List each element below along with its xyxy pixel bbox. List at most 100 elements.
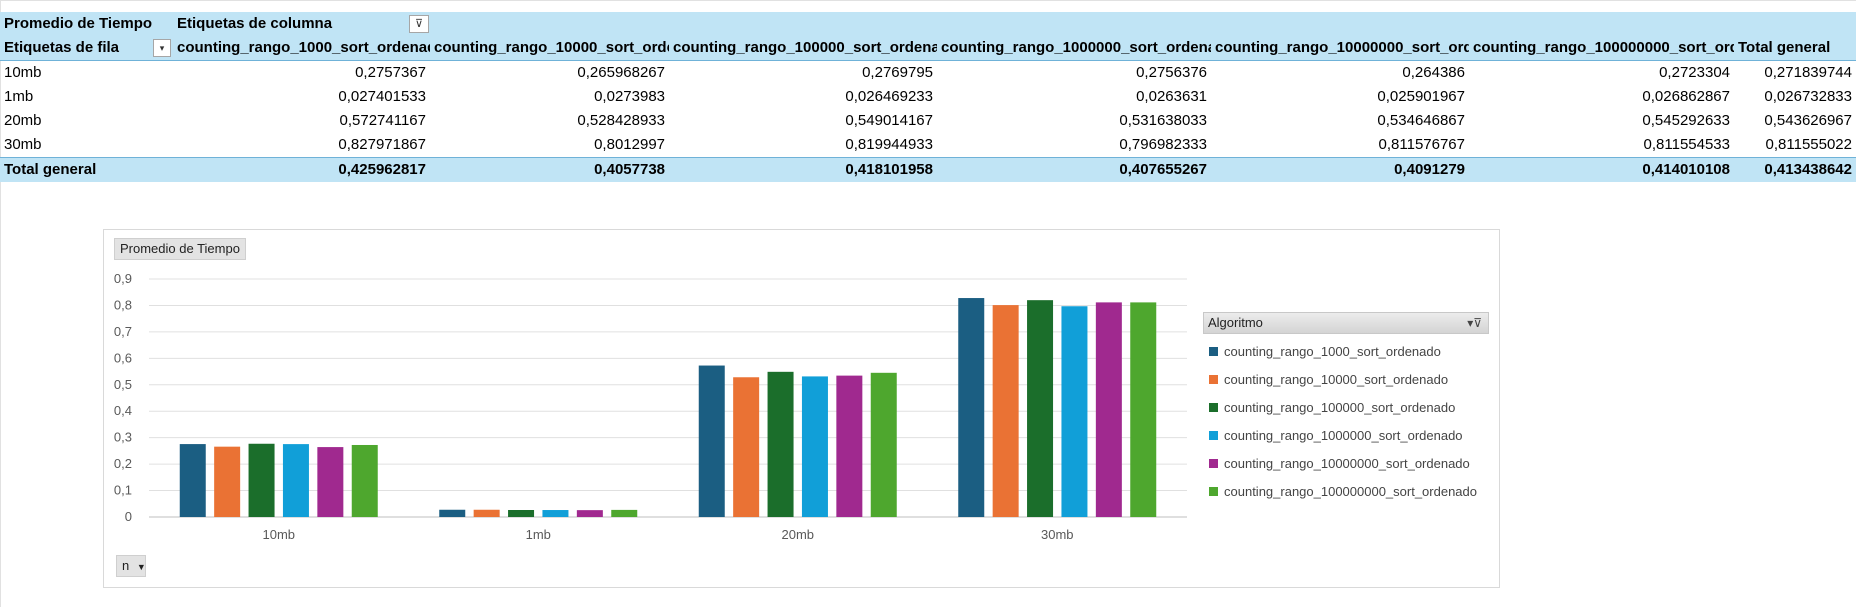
- bar[interactable]: [576, 510, 603, 517]
- row-labels-header: Etiquetas de fila: [4, 39, 120, 56]
- total-value-cell: 0,418101958: [845, 161, 933, 178]
- row-label: 10mb: [4, 64, 42, 81]
- value-cell: 0,0273983: [594, 88, 665, 105]
- legend-title[interactable]: Algoritmo ▾⊽: [1203, 312, 1489, 334]
- row-label: 1mb: [4, 88, 34, 105]
- value-cell: 0,2723304: [1659, 64, 1730, 81]
- value-cell: 0,827971867: [338, 136, 426, 153]
- column-header: counting_rango_100000_sort_ordenado: [673, 39, 937, 56]
- column-header: counting_rango_1000000_sort_ordenado: [941, 39, 1211, 56]
- bar[interactable]: [801, 376, 828, 517]
- legend-item[interactable]: counting_rango_10000_sort_ordenado: [1209, 370, 1448, 390]
- legend-item[interactable]: counting_rango_100000000_sort_ordenado: [1209, 482, 1477, 502]
- bar[interactable]: [439, 509, 466, 517]
- y-tick-label: 0,2: [114, 456, 132, 471]
- total-row-label: Total general: [4, 161, 97, 178]
- bar[interactable]: [248, 443, 275, 517]
- bar[interactable]: [992, 305, 1019, 517]
- bar[interactable]: [1027, 300, 1054, 517]
- x-tick-label: 30mb: [1041, 527, 1074, 542]
- total-value-cell: 0,4057738: [594, 161, 665, 178]
- bar[interactable]: [317, 447, 344, 517]
- pivot-row: 10mb 0,2757367 0,265968267 0,2769795 0,27563…: [0, 61, 1856, 85]
- value-cell: 0,0263631: [1136, 88, 1207, 105]
- total-value-cell: 0,407655267: [1119, 161, 1207, 178]
- value-cell: 0,026732833: [1764, 88, 1852, 105]
- value-cell: 0,528428933: [577, 112, 665, 129]
- bar[interactable]: [733, 377, 760, 517]
- value-cell: 0,572741167: [339, 112, 426, 129]
- legend-item[interactable]: counting_rango_1000_sort_ordenado: [1209, 342, 1441, 362]
- value-cell: 0,534646867: [1377, 112, 1465, 129]
- y-tick-label: 0,8: [114, 297, 132, 312]
- y-tick-label: 0,5: [114, 377, 132, 392]
- y-tick-label: 0,4: [114, 403, 132, 418]
- value-cell: 0,264386: [1402, 64, 1465, 81]
- axis-field-dropdown-icon: ▼: [136, 562, 146, 572]
- legend-label: counting_rango_1000_sort_ordenado: [1224, 344, 1441, 359]
- bar[interactable]: [179, 444, 206, 517]
- row-label: 30mb: [4, 136, 42, 153]
- y-tick-label: 0,3: [114, 430, 132, 445]
- value-field-button[interactable]: Promedio de Tiempo: [114, 238, 246, 260]
- bar[interactable]: [958, 298, 985, 517]
- value-cell: 0,531638033: [1119, 112, 1207, 129]
- pivot-header-row-1: Promedio de Tiempo Etiquetas de columna …: [0, 12, 1856, 36]
- value-cell: 0,2756376: [1136, 64, 1207, 81]
- x-tick-label: 1mb: [526, 527, 551, 542]
- column-filter-icon[interactable]: ⊽: [409, 15, 429, 33]
- y-tick-label: 0,9: [114, 271, 132, 286]
- y-tick-label: 0,6: [114, 350, 132, 365]
- bar[interactable]: [473, 509, 500, 517]
- column-header: counting_rango_1000_sort_ordenado: [177, 39, 430, 56]
- pivot-chart[interactable]: Promedio de Tiempo 0 0,1 0,2 0,3 0,4 0,5 0,6 0,…: [103, 229, 1500, 588]
- bar[interactable]: [1061, 306, 1088, 517]
- bar[interactable]: [508, 510, 535, 517]
- legend-item[interactable]: counting_rango_10000000_sort_ordenado: [1209, 454, 1470, 474]
- bar[interactable]: [351, 444, 378, 517]
- x-tick-label: 10mb: [262, 527, 295, 542]
- total-value-cell: 0,425962817: [338, 161, 426, 178]
- pivot-header-row-2: Etiquetas de fila ▾ counting_rango_1000_…: [0, 36, 1856, 61]
- bar[interactable]: [870, 372, 897, 517]
- pivot-corner-label: Promedio de Tiempo: [4, 15, 153, 32]
- value-cell: 0,549014167: [845, 112, 933, 129]
- column-header: counting_rango_10000000_sort_ordenado: [1215, 39, 1469, 56]
- legend-item[interactable]: counting_rango_100000_sort_ordenado: [1209, 398, 1455, 418]
- value-cell: 0,796982333: [1119, 136, 1207, 153]
- value-cell: 0,811555022: [1765, 136, 1852, 153]
- value-cell: 0,026469233: [845, 88, 933, 105]
- bar[interactable]: [836, 375, 863, 517]
- value-cell: 0,811576767: [1378, 136, 1465, 153]
- legend-title-label: Algoritmo: [1208, 315, 1263, 330]
- bar[interactable]: [1095, 302, 1122, 517]
- column-labels-header: Etiquetas de columna: [177, 15, 333, 32]
- legend-label: counting_rango_100000000_sort_ordenado: [1224, 484, 1477, 499]
- value-cell: 0,543626967: [1764, 112, 1852, 129]
- pivot-row: 30mb 0,827971867 0,8012997 0,819944933 0,796…: [0, 133, 1856, 157]
- bar[interactable]: [698, 365, 725, 517]
- legend-filter-icon[interactable]: ▾⊽: [1467, 316, 1482, 330]
- chart-plot-area: 0 0,1 0,2 0,3 0,4 0,5 0,6 0,7 0,8 0,9 10mb 1mb 20mb 3…: [114, 271, 1187, 542]
- axis-field-button[interactable]: n ▼: [116, 555, 146, 577]
- bar[interactable]: [214, 446, 241, 517]
- bar[interactable]: [611, 509, 638, 517]
- value-cell: 0,545292633: [1642, 112, 1730, 129]
- value-cell: 0,026862867: [1642, 88, 1730, 105]
- legend-label: counting_rango_100000_sort_ordenado: [1224, 400, 1456, 415]
- legend-item[interactable]: counting_rango_1000000_sort_ordenado: [1209, 426, 1463, 446]
- legend-label: counting_rango_10000000_sort_ordenado: [1224, 456, 1470, 471]
- value-cell: 0,027401533: [338, 88, 426, 105]
- legend-label: counting_rango_1000000_sort_ordenado: [1224, 428, 1463, 443]
- column-header: counting_rango_10000_sort_ordenado: [434, 39, 669, 56]
- legend-label: counting_rango_10000_sort_ordenado: [1224, 372, 1449, 387]
- bar[interactable]: [1130, 302, 1157, 517]
- row-filter-dropdown-icon[interactable]: ▾: [153, 39, 171, 57]
- bar[interactable]: [767, 371, 794, 517]
- bar[interactable]: [282, 444, 309, 517]
- row-label: 20mb: [4, 112, 42, 129]
- pivot-row: 20mb 0,572741167 0,528428933 0,549014167 0,5…: [0, 109, 1856, 133]
- bar[interactable]: [542, 510, 569, 517]
- value-cell: 0,819944933: [845, 136, 933, 153]
- y-tick-label: 0: [125, 509, 132, 524]
